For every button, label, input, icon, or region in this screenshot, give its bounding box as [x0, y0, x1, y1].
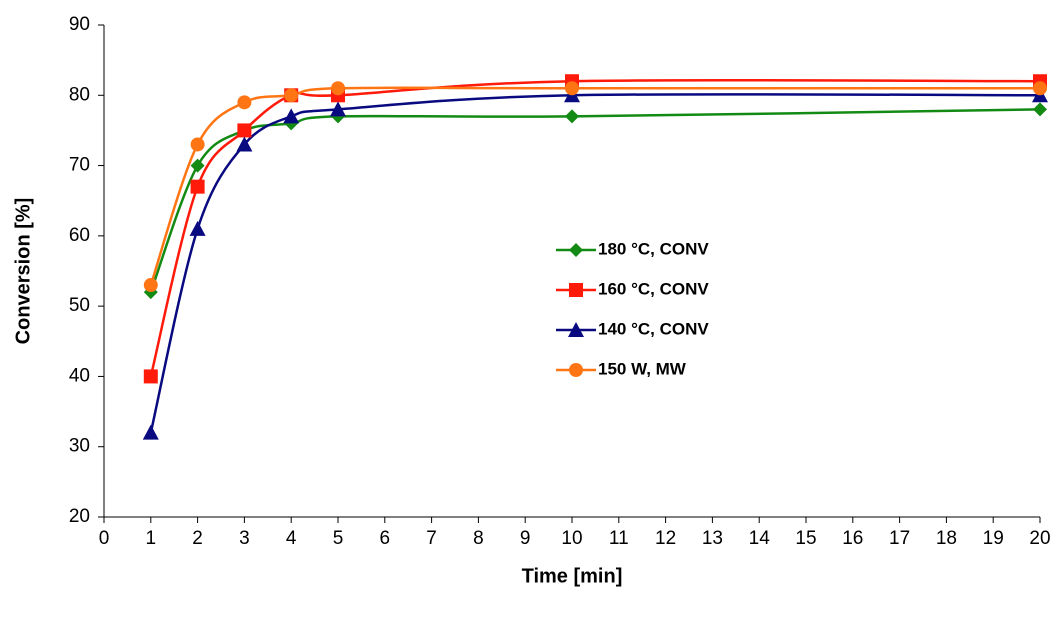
- x-tick-label: 8: [473, 528, 484, 549]
- marker: [1033, 102, 1047, 117]
- x-tick-label: 9: [520, 528, 531, 549]
- marker: [1033, 81, 1047, 96]
- legend-text: 140 °C, CONV: [598, 319, 709, 338]
- y-tick-label: 90: [69, 14, 90, 35]
- x-tick-label: 16: [842, 528, 863, 549]
- marker: [565, 81, 579, 96]
- y-axis-title: Conversion [%]: [12, 198, 34, 345]
- x-tick-label: 5: [333, 528, 344, 549]
- marker: [143, 369, 158, 384]
- x-tick-label: 11: [609, 528, 629, 549]
- x-tick-label: 6: [380, 528, 391, 549]
- marker: [190, 179, 205, 194]
- x-tick-label: 4: [286, 528, 297, 549]
- series-line: [149, 92, 1041, 433]
- y-tick-label: 70: [69, 155, 90, 176]
- marker: [189, 220, 206, 236]
- legend-text: 150 W, MW: [598, 359, 687, 378]
- marker: [331, 81, 345, 96]
- marker: [330, 101, 346, 117]
- series-line: [149, 86, 1040, 286]
- legend-marker: [569, 283, 583, 297]
- y-tick-label: 80: [69, 84, 90, 105]
- marker: [283, 108, 300, 124]
- x-tick-label: 10: [561, 528, 582, 549]
- legend-marker: [569, 363, 583, 377]
- x-tick-label: 1: [146, 528, 157, 549]
- y-tick-label: 20: [69, 506, 90, 527]
- x-tick-label: 13: [702, 528, 723, 549]
- x-tick-label: 20: [1029, 528, 1050, 549]
- x-tick-label: 7: [426, 528, 437, 549]
- y-tick-label: 60: [69, 225, 90, 246]
- marker: [284, 88, 299, 103]
- x-tick-label: 14: [749, 528, 771, 549]
- legend-marker: [569, 243, 583, 257]
- marker: [237, 123, 252, 138]
- marker: [143, 278, 158, 293]
- x-axis-title: Time [min]: [522, 565, 623, 587]
- legend-text: 180 °C, CONV: [598, 239, 709, 258]
- x-tick-label: 0: [99, 528, 110, 549]
- marker: [237, 95, 252, 110]
- marker: [142, 424, 159, 440]
- y-tick-label: 30: [69, 436, 90, 457]
- x-tick-label: 17: [889, 528, 910, 549]
- x-tick-label: 15: [795, 528, 816, 549]
- marker: [565, 109, 579, 124]
- legend-text: 160 °C, CONV: [598, 279, 709, 298]
- y-tick-label: 50: [69, 295, 90, 316]
- x-tick-label: 18: [936, 528, 957, 549]
- x-tick-label: 2: [192, 528, 203, 549]
- marker: [190, 158, 205, 173]
- x-tick-label: 12: [655, 528, 676, 549]
- series-line: [149, 108, 1041, 293]
- marker: [236, 136, 253, 152]
- x-tick-label: 19: [983, 528, 1004, 549]
- y-tick-label: 40: [69, 365, 90, 386]
- x-tick-label: 3: [239, 528, 250, 549]
- legend-marker: [568, 322, 584, 337]
- marker: [190, 137, 205, 152]
